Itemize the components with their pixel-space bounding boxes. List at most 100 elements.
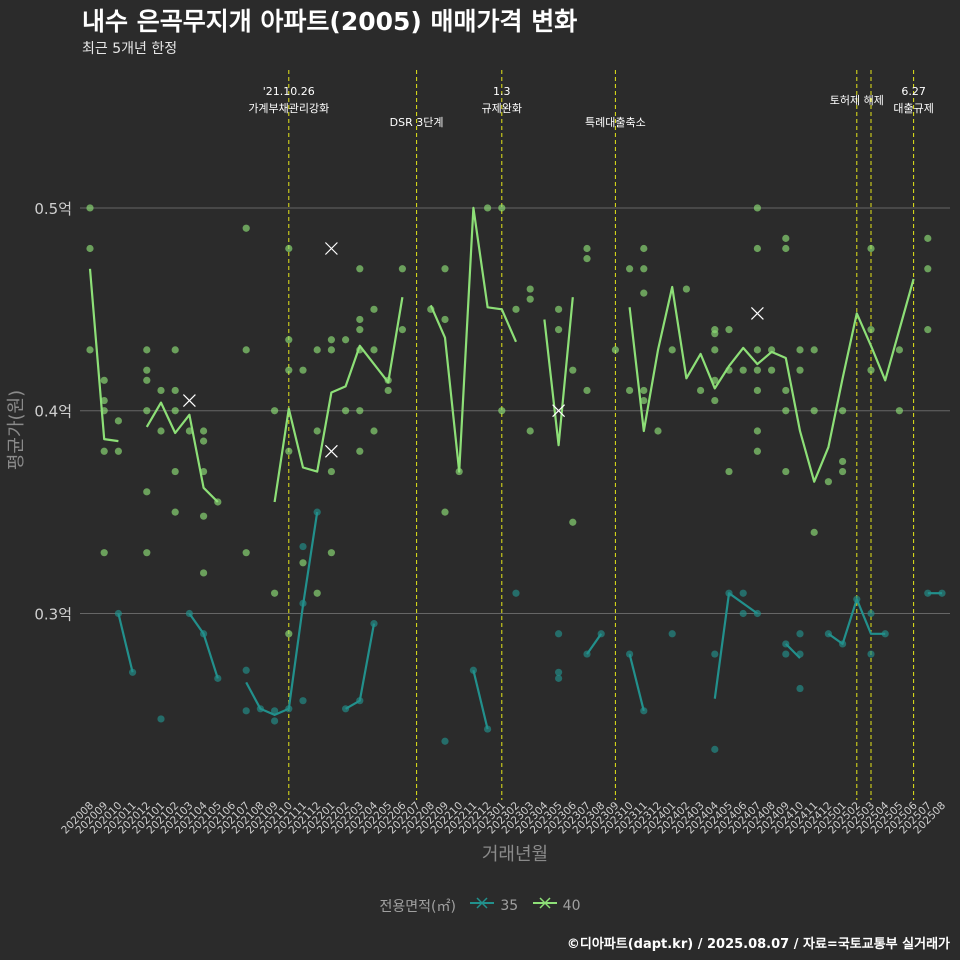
data-point-40	[782, 407, 790, 415]
data-point-40	[356, 265, 364, 273]
data-point-40	[441, 508, 449, 516]
data-point-40	[157, 427, 165, 435]
data-point-35	[242, 707, 250, 715]
data-point-40	[924, 326, 932, 334]
data-point-40	[200, 437, 208, 445]
data-point-40	[143, 407, 151, 415]
data-point-40	[839, 457, 847, 466]
data-point-40	[810, 407, 818, 415]
data-point-35	[242, 666, 250, 674]
data-point-35	[271, 707, 279, 715]
data-point-40	[143, 366, 151, 374]
data-point-40	[640, 289, 648, 297]
data-point-35	[157, 715, 165, 723]
data-point-40	[171, 467, 179, 476]
data-point-40	[143, 376, 151, 384]
data-point-40	[711, 396, 719, 405]
data-point-35	[555, 674, 563, 682]
data-point-35	[512, 589, 520, 597]
data-point-40	[796, 366, 804, 374]
data-point-40	[498, 204, 506, 212]
data-point-40	[313, 427, 321, 435]
data-point-40	[143, 549, 151, 557]
data-point-40	[398, 265, 406, 273]
median-mark-40	[324, 444, 338, 458]
legend-key-40	[532, 897, 557, 909]
data-point-40	[725, 467, 733, 476]
data-point-40	[441, 315, 449, 324]
series-line-35	[713, 592, 759, 699]
data-point-35	[299, 542, 307, 551]
data-point-40	[782, 244, 790, 253]
series-line-40	[145, 401, 219, 503]
data-point-40	[924, 234, 932, 242]
data-point-40	[782, 386, 790, 395]
y-tick-label: 0.4억	[34, 403, 72, 421]
data-point-40	[200, 427, 208, 435]
series-line-40	[628, 278, 915, 483]
median-marks	[182, 242, 764, 458]
series-line-35	[188, 612, 219, 679]
data-point-35	[668, 630, 676, 638]
data-point-40	[654, 427, 662, 435]
data-point-40	[668, 346, 676, 354]
data-point-40	[86, 346, 94, 354]
data-point-40	[100, 549, 108, 557]
gridlines	[80, 207, 950, 614]
series-line-35	[345, 623, 376, 710]
data-point-40	[711, 330, 719, 338]
median-mark-40	[552, 404, 566, 418]
data-point-40	[526, 285, 534, 293]
data-point-40	[839, 407, 847, 415]
data-point-40	[753, 447, 762, 455]
legend: 전용면적(㎡) 35 40	[0, 896, 960, 916]
data-point-35	[739, 609, 747, 618]
data-point-40	[86, 244, 94, 253]
data-point-40	[285, 244, 293, 253]
data-point-40	[640, 386, 648, 395]
data-point-40	[143, 346, 151, 354]
data-point-35	[555, 630, 563, 638]
data-point-40	[327, 336, 335, 344]
data-point-40	[271, 407, 279, 415]
data-point-40	[753, 244, 762, 253]
data-point-40	[271, 589, 279, 597]
data-point-40	[313, 589, 321, 597]
data-point-35	[782, 650, 790, 658]
chart-title: 내수 은곡무지개 아파트(2005) 매매가격 변화	[82, 7, 578, 36]
data-point-40	[384, 386, 392, 395]
data-point-40	[285, 447, 293, 455]
data-point-40	[583, 244, 591, 253]
data-point-40	[356, 315, 364, 324]
data-point-40	[895, 407, 904, 415]
series-lines	[88, 206, 942, 730]
data-point-40	[157, 386, 165, 395]
series-line-40	[88, 268, 119, 443]
data-point-35	[711, 745, 719, 753]
data-point-40	[200, 569, 208, 577]
data-point-40	[839, 467, 847, 476]
data-point-40	[356, 447, 364, 455]
series-line-35	[117, 613, 134, 673]
data-point-40	[342, 336, 350, 344]
data-point-40	[867, 244, 875, 253]
data-point-35	[299, 697, 307, 705]
data-point-40	[100, 376, 108, 384]
data-point-40	[242, 549, 250, 557]
data-point-40	[725, 326, 733, 334]
y-axis-title: 평균가(원)	[6, 390, 27, 470]
data-point-40	[753, 346, 762, 354]
data-point-40	[356, 326, 364, 334]
data-point-40	[512, 305, 520, 313]
data-point-35	[441, 737, 449, 745]
data-point-40	[242, 346, 250, 354]
y-tick-label: 0.3억	[34, 606, 72, 624]
data-point-40	[626, 265, 634, 273]
data-point-40	[768, 366, 776, 374]
series-line-35	[472, 670, 489, 730]
series-line-35	[628, 653, 645, 712]
data-point-40	[753, 386, 762, 395]
data-point-40	[555, 305, 563, 313]
data-point-40	[526, 427, 534, 435]
